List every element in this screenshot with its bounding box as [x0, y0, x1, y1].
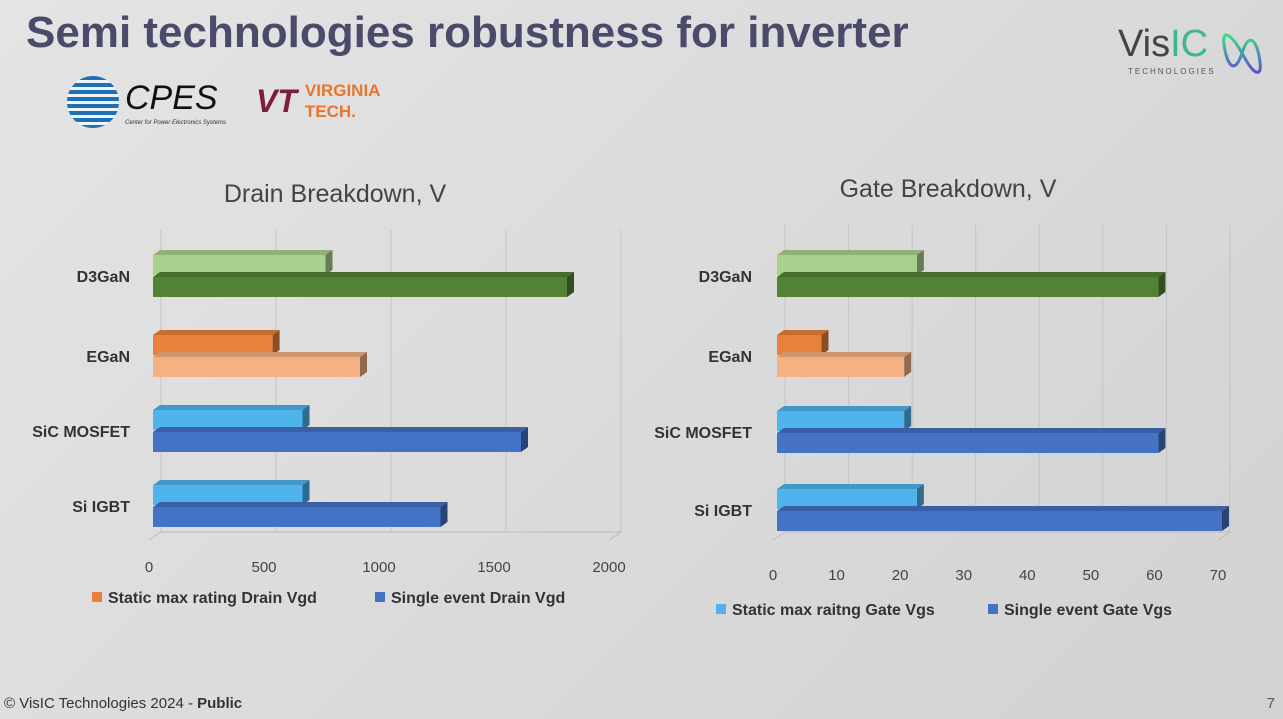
- bar-static-max-rating-drain-vgd: [153, 410, 303, 430]
- tick-label: 70: [1210, 567, 1227, 584]
- bar-top: [777, 330, 829, 335]
- bar-static-max-raitng-gate-vgs: [777, 335, 822, 355]
- cpes-globe-icon: [67, 76, 119, 128]
- bar-side: [360, 352, 367, 377]
- bar-top: [777, 428, 1166, 433]
- bar-side: [272, 330, 280, 355]
- bar-side: [302, 480, 310, 505]
- bar-side: [302, 405, 310, 430]
- tick-label: 50: [1083, 567, 1100, 584]
- chart-title: Drain Breakdown, V: [224, 180, 447, 208]
- bar-side: [567, 272, 574, 297]
- bar-static-max-raitng-gate-vgs: [777, 489, 917, 509]
- category-label: SiC MOSFET: [654, 425, 752, 442]
- classification: Public: [197, 695, 243, 712]
- copyright: © VisIC Technologies 2024 -: [4, 695, 198, 712]
- tick-label: 60: [1146, 567, 1163, 584]
- x-axis-floor: [148, 531, 623, 541]
- bar-side: [904, 406, 912, 431]
- bar-static-max-raitng-gate-vgs: [777, 255, 917, 275]
- bar-single-event-gate-vgs: [777, 277, 1159, 297]
- footer: © VisIC Technologies 2024 - Public: [4, 695, 242, 712]
- bar-side: [904, 352, 912, 377]
- tick-label: 1500: [477, 559, 510, 576]
- tick-label: 1000: [362, 559, 395, 576]
- bar-top: [153, 480, 310, 485]
- legend-swatch: [716, 604, 726, 614]
- chart-title: Gate Breakdown, V: [840, 175, 1057, 203]
- bar-side: [1222, 506, 1229, 531]
- legend-swatch: [988, 604, 998, 614]
- visic-text-b: IC: [1170, 23, 1209, 65]
- legend-label: Single event Drain Vgd: [391, 590, 565, 607]
- category-label: Si IGBT: [72, 499, 130, 516]
- legend-swatch: [375, 592, 385, 602]
- bar-static-max-rating-drain-vgd: [153, 485, 303, 505]
- bar-side: [916, 484, 924, 509]
- tick-label: 500: [251, 559, 276, 576]
- category-label: Si IGBT: [694, 503, 752, 520]
- tick-label: 40: [1019, 567, 1036, 584]
- infinity-icon: [1221, 33, 1262, 74]
- bar-top: [777, 506, 1229, 511]
- bar-single-event-gate-vgs: [777, 433, 1159, 453]
- category-label: EGaN: [86, 349, 130, 366]
- category-label: D3GaN: [77, 269, 130, 286]
- bar-side: [440, 502, 448, 527]
- bar-single-event-gate-vgs: [777, 511, 1222, 531]
- bar-side: [325, 250, 333, 275]
- legend-label: Static max raitng Gate Vgs: [732, 602, 935, 619]
- legend-label: Static max rating Drain Vgd: [108, 590, 317, 607]
- tick-label: 2000: [592, 559, 625, 576]
- bar-top: [777, 272, 1166, 277]
- bar-top: [153, 427, 528, 432]
- tick-label: 0: [769, 567, 777, 584]
- tick-label: 30: [955, 567, 972, 584]
- x-axis-floor: [772, 531, 1232, 541]
- bar-side: [821, 330, 829, 355]
- page-number: 7: [1266, 695, 1275, 712]
- slide-title: Semi technologies robustness for inverte…: [26, 8, 909, 57]
- bar-top: [153, 330, 280, 335]
- bar-side: [1158, 272, 1166, 297]
- bar-top: [153, 502, 448, 507]
- bar-single-event-drain-vgd: [153, 357, 360, 377]
- cpes-subtitle: Center for Power Electronics Systems: [125, 119, 227, 126]
- bar-single-event-drain-vgd: [153, 277, 567, 297]
- visic-text-a: Vis: [1118, 23, 1171, 65]
- tick-label: 10: [828, 567, 845, 584]
- legend-label: Single event Gate Vgs: [1004, 602, 1172, 619]
- bar-top: [777, 250, 924, 255]
- category-label: SiC MOSFET: [32, 424, 130, 441]
- virginia-tech-logo: VT VIRGINIA TECH.: [256, 80, 395, 122]
- bar-static-max-rating-drain-vgd: [153, 335, 273, 355]
- bar-top: [777, 406, 912, 411]
- bar-top: [777, 484, 924, 489]
- bar-single-event-gate-vgs: [777, 357, 905, 377]
- bar-top: [153, 352, 367, 357]
- visic-logo: VisIC TECHNOLOGIES: [1118, 22, 1264, 84]
- bar-top: [777, 352, 912, 357]
- bar-single-event-drain-vgd: [153, 432, 521, 452]
- vt-mark: VT: [256, 82, 297, 119]
- cpes-logo: CPES Center for Power Electronics System…: [67, 76, 226, 128]
- tick-label: 0: [145, 559, 153, 576]
- category-label: D3GaN: [699, 269, 752, 286]
- bar-static-max-rating-drain-vgd: [153, 255, 326, 275]
- visic-subtitle: TECHNOLOGIES: [1128, 67, 1216, 76]
- legend-swatch: [92, 592, 102, 602]
- bar-top: [153, 272, 574, 277]
- cpes-text: CPES: [125, 78, 218, 117]
- bar-side: [521, 427, 528, 452]
- bar-side: [916, 250, 924, 275]
- bar-top: [153, 405, 310, 410]
- category-label: EGaN: [708, 349, 752, 366]
- bar-side: [1158, 428, 1166, 453]
- vt-name: VIRGINIA TECH.: [304, 81, 380, 121]
- bar-top: [153, 250, 333, 255]
- tick-label: 20: [892, 567, 909, 584]
- bar-static-max-raitng-gate-vgs: [777, 411, 905, 431]
- bar-single-event-drain-vgd: [153, 507, 441, 527]
